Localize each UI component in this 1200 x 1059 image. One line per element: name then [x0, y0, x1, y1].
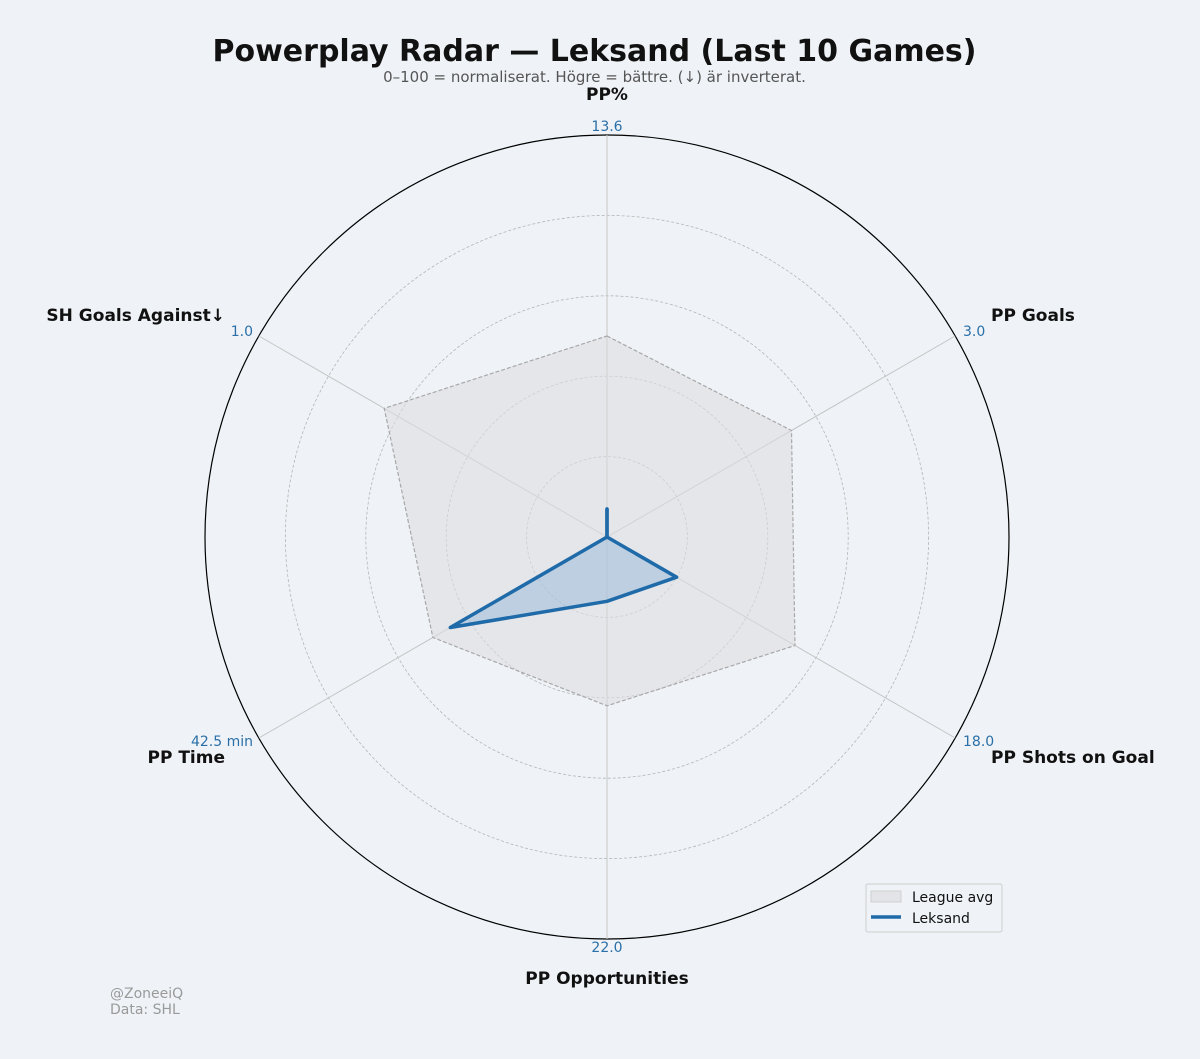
axis-max-label: 22.0 [591, 940, 622, 956]
axis-label: PP Time [147, 748, 225, 768]
footer-credits: @ZoneeiQ Data: SHL [110, 986, 183, 1018]
axis-label: PP Goals [991, 306, 1075, 326]
axis-max-label: 13.6 [591, 119, 622, 135]
axis-label: PP Shots on Goal [991, 748, 1155, 768]
axis-label: SH Goals Against↓ [46, 306, 225, 326]
chart-title: Powerplay Radar — Leksand (Last 10 Games… [212, 34, 977, 69]
legend: League avg Leksand [865, 883, 1003, 933]
axis-max-label: 42.5 min [191, 734, 253, 750]
axis-label: PP% [586, 85, 628, 105]
legend-label-league-avg: League avg [912, 890, 993, 906]
legend-swatch-league-avg [870, 890, 902, 903]
grid-ring [284, 214, 930, 860]
axis-label: PP Opportunities [525, 969, 688, 989]
axis-max-label: 3.0 [963, 324, 985, 340]
footer-source: Data: SHL [110, 1002, 180, 1018]
footer-handle: @ZoneeiQ [110, 986, 184, 1002]
chart-subtitle: 0–100 = normaliserat. Högre = bättre. (↓… [383, 68, 806, 86]
axis-max-label: 1.0 [231, 324, 253, 340]
legend-label-leksand: Leksand [912, 911, 970, 927]
league-avg-polygon [383, 335, 796, 707]
axis-max-label: 18.0 [963, 734, 994, 750]
